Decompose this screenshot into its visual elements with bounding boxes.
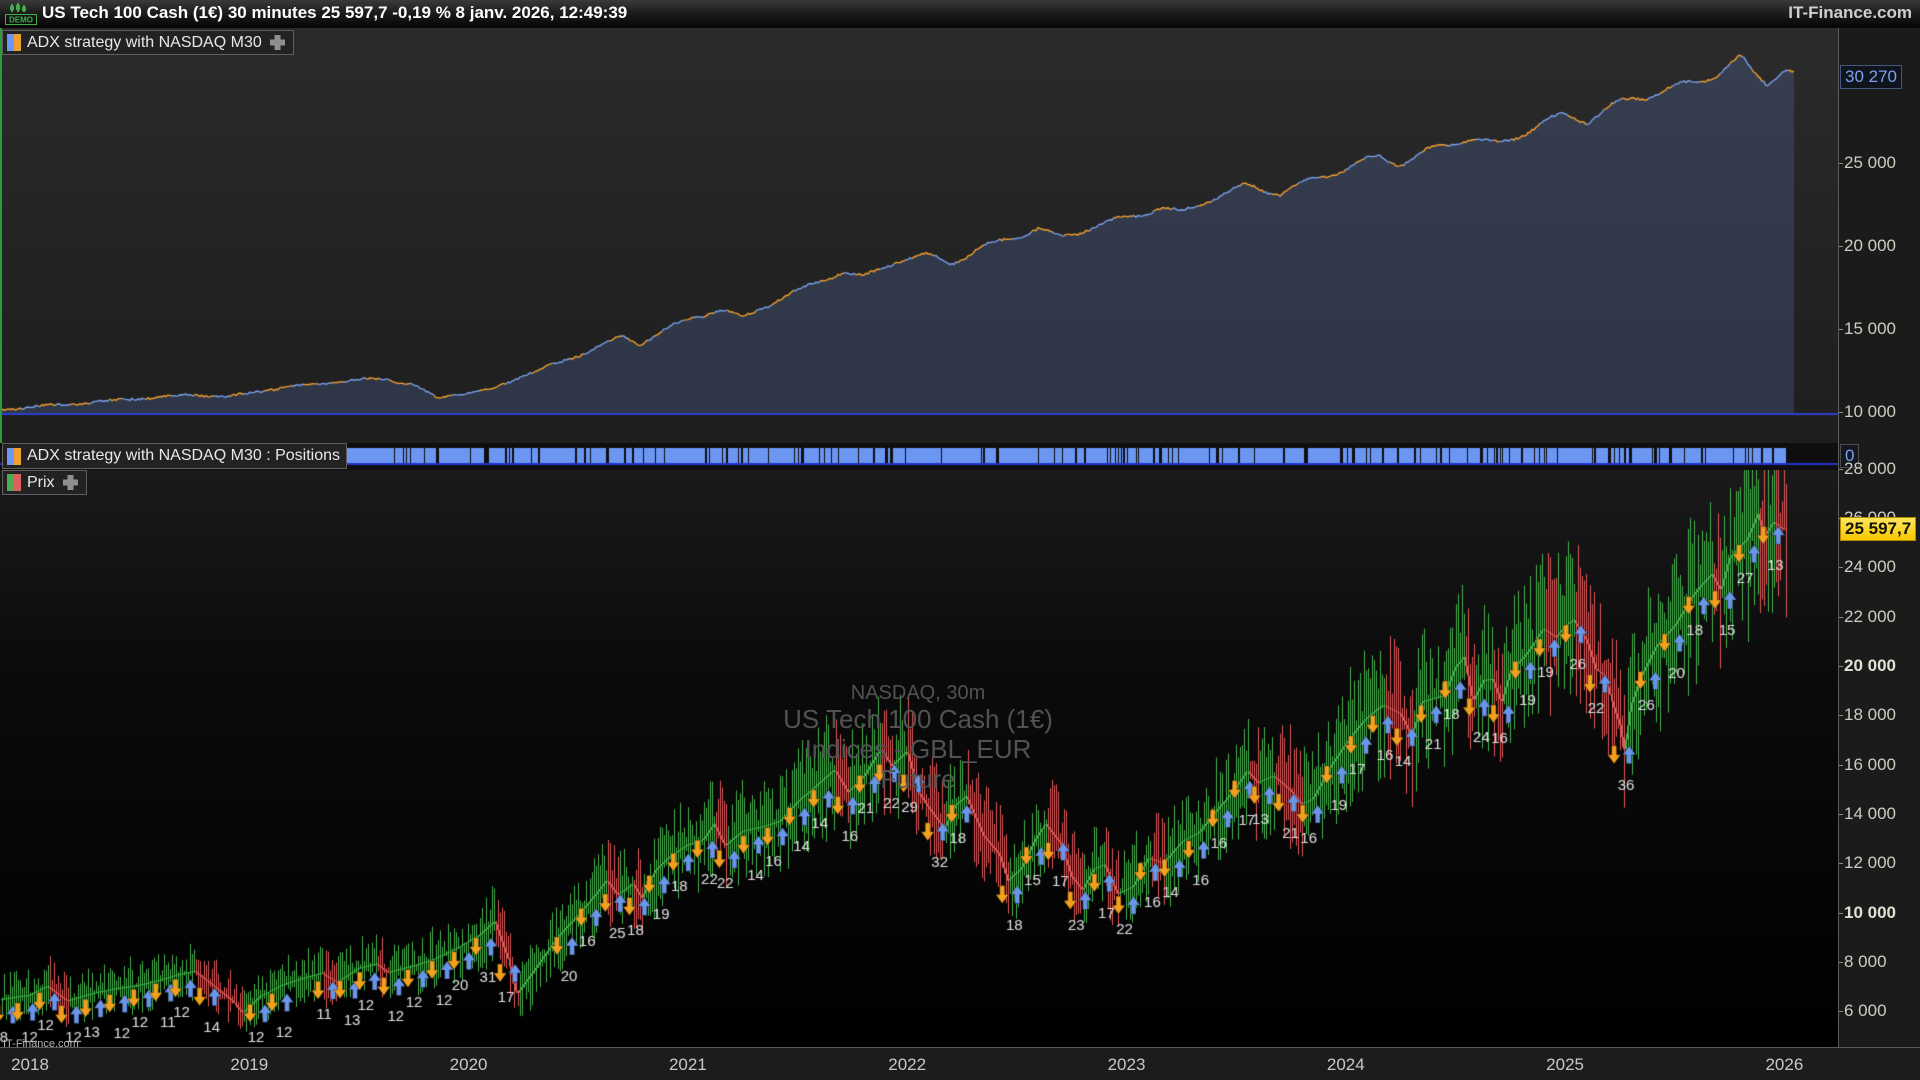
year-label: 2024 [1326, 1055, 1365, 1074]
last-price-badge: 25 597,7 [1840, 516, 1917, 541]
price-axis-label: 14 000 [1839, 804, 1896, 823]
positions-label-text: ADX strategy with NASDAQ M30 : Positions [27, 447, 340, 464]
equity-panel[interactable]: ADX strategy with NASDAQ M30 [0, 28, 1838, 443]
price-axis-label: 6 000 [1839, 1001, 1887, 1021]
equity-indicator-label[interactable]: ADX strategy with NASDAQ M30 [2, 30, 294, 55]
demo-label: DEMO [9, 16, 33, 25]
year-label: 2021 [668, 1055, 707, 1074]
year-label: 2020 [449, 1055, 488, 1074]
equity-label-text: ADX strategy with NASDAQ M30 [27, 33, 262, 51]
year-label: 2026 [1765, 1055, 1804, 1074]
price-chart-canvas[interactable] [0, 470, 1838, 1047]
year-label: 2022 [888, 1055, 927, 1074]
price-legend-icon [7, 474, 21, 491]
equity-left-border [0, 28, 2, 443]
positions-legend-icon [7, 447, 21, 465]
year-label: 2025 [1546, 1055, 1585, 1074]
equity-axis-label: 25 000 [1839, 153, 1896, 172]
positions-zero-badge: 0 [1840, 444, 1860, 468]
demo-badge-icon: DEMO [5, 3, 37, 25]
equity-axis-label: 20 000 [1839, 236, 1896, 255]
positions-indicator-label[interactable]: ADX strategy with NASDAQ M30 : Positions [2, 443, 347, 469]
price-panel[interactable]: NASDAQ, 30m US Tech 100 Cash (1€) Indice… [0, 470, 1838, 1050]
price-indicator-label[interactable]: Prix [2, 470, 87, 495]
chart-credit: IT-Finance.com [3, 1038, 79, 1050]
title-bar: DEMO US Tech 100 Cash (1€) 30 minutes 25… [0, 0, 1920, 29]
price-axis-label: 8 000 [1839, 952, 1887, 971]
time-axis[interactable]: 2018 2019 2020 2021 2022 2023 2024 2025 2026 [0, 1047, 1920, 1080]
year-label: 2023 [1107, 1055, 1146, 1074]
positions-panel[interactable]: ADX strategy with NASDAQ M30 : Positions [0, 443, 1838, 470]
price-axis-label: 12 000 [1839, 853, 1896, 873]
price-axis-label: 28 000 [1839, 458, 1896, 478]
equity-last-value-badge: 30 270 [1840, 64, 1902, 89]
year-label: 2019 [230, 1055, 269, 1074]
equity-legend-icon [7, 34, 21, 51]
add-indicator-button[interactable] [268, 33, 287, 52]
year-label: 2018 [11, 1055, 49, 1074]
equity-axis-label: 15 000 [1839, 319, 1896, 338]
price-label-text: Prix [27, 473, 55, 491]
instrument-title: US Tech 100 Cash (1€) 30 minutes 25 597,… [42, 3, 628, 22]
price-axis-label: 16 000 [1839, 754, 1896, 774]
price-axis-label: 10 000 [1839, 902, 1896, 922]
equity-chart-canvas[interactable] [0, 28, 1838, 443]
brand-logo: IT-Finance.com [1788, 3, 1912, 22]
equity-axis-label: 10 000 [1839, 402, 1896, 421]
price-scale-axis[interactable]: 25 000 20 000 15 000 10 000 30 270 0 28 000… [1838, 28, 1920, 1047]
price-axis-label: 18 000 [1839, 705, 1896, 725]
price-axis-label: 24 000 [1839, 557, 1896, 577]
price-axis-label: 20 000 [1839, 656, 1896, 675]
price-axis-label: 22 000 [1839, 606, 1896, 626]
add-price-indicator-button[interactable] [61, 473, 80, 492]
